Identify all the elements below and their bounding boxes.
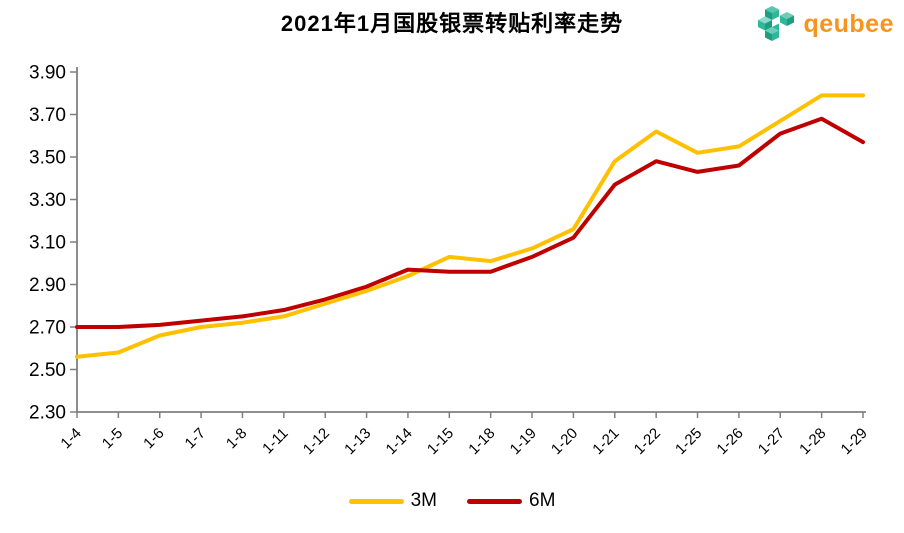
svg-text:2.30: 2.30: [29, 403, 66, 424]
svg-text:1-6: 1-6: [140, 425, 167, 452]
svg-text:1-25: 1-25: [672, 425, 705, 458]
legend-label-3m: 3M: [410, 490, 437, 511]
rate-line-chart: 2.30 2.50 2.70 2.90 3.10 3.30 3.50 3.70 3.90 1-4 1…: [29, 63, 871, 459]
svg-text:3.50: 3.50: [29, 148, 66, 169]
svg-text:3.30: 3.30: [29, 190, 66, 211]
svg-text:1-20: 1-20: [548, 425, 581, 458]
legend-line-swatch-6m: [467, 498, 522, 504]
legend-line-swatch-3m: [348, 498, 404, 504]
svg-text:1-8: 1-8: [223, 425, 250, 452]
svg-text:1-26: 1-26: [713, 425, 746, 458]
chart-legend: 3M 6M: [0, 486, 904, 516]
qeubee-logo-cubes-icon: [758, 6, 795, 41]
legend-label-6m: 6M: [529, 490, 556, 511]
svg-text:1-19: 1-19: [507, 425, 540, 458]
svg-text:2.70: 2.70: [29, 318, 66, 339]
svg-text:1-7: 1-7: [182, 425, 209, 452]
svg-text:1-27: 1-27: [755, 425, 788, 458]
svg-text:1-13: 1-13: [341, 425, 374, 458]
svg-text:1-5: 1-5: [99, 425, 126, 452]
legend-item-6m: 6M: [467, 490, 555, 512]
legend-item-3m: 3M: [348, 490, 437, 512]
svg-text:1-21: 1-21: [589, 425, 622, 458]
svg-text:3.10: 3.10: [29, 233, 66, 254]
svg-text:1-14: 1-14: [383, 425, 416, 458]
svg-text:1-29: 1-29: [838, 425, 871, 458]
svg-text:3.70: 3.70: [29, 105, 66, 126]
svg-text:1-22: 1-22: [631, 425, 664, 458]
qeubee-logo: qeubee: [758, 4, 894, 44]
qeubee-logo-text: qeubee: [803, 9, 894, 38]
svg-text:1-28: 1-28: [796, 425, 829, 458]
svg-text:1-18: 1-18: [465, 425, 498, 458]
svg-text:1-15: 1-15: [424, 425, 457, 458]
svg-text:1-4: 1-4: [57, 425, 84, 452]
svg-text:2.90: 2.90: [29, 275, 66, 296]
svg-text:1-11: 1-11: [259, 425, 291, 457]
svg-text:2.50: 2.50: [29, 360, 66, 381]
chart-title: 2021年1月国股银票转贴利率走势: [280, 11, 624, 36]
svg-text:3.90: 3.90: [29, 63, 66, 84]
svg-text:1-12: 1-12: [300, 425, 333, 458]
